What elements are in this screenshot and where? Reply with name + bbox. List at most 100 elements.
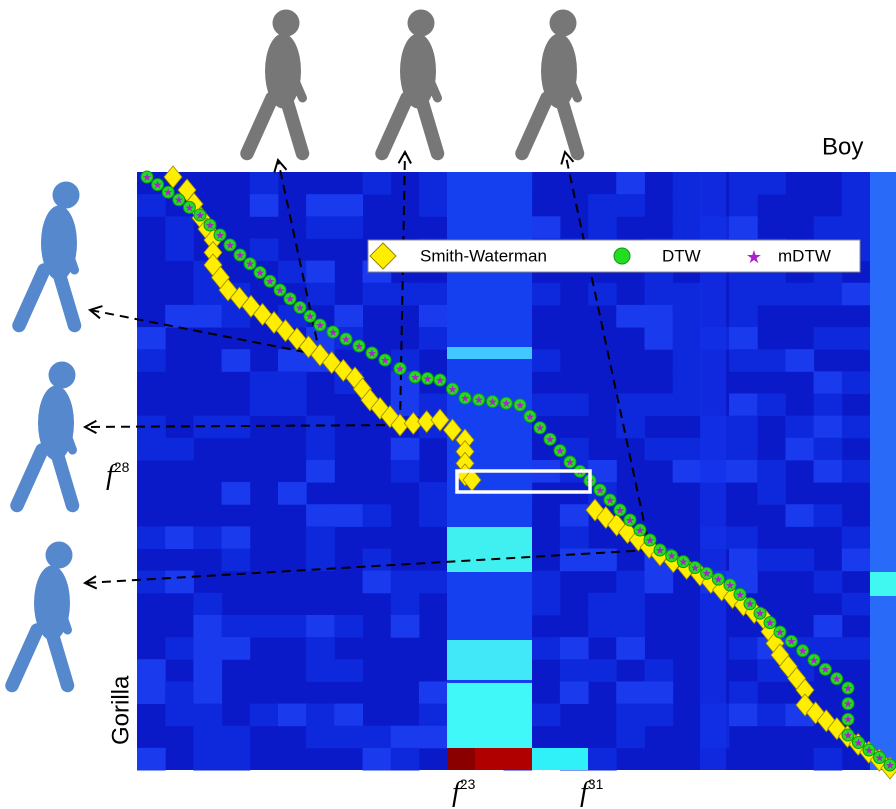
heat-cell (757, 172, 786, 195)
heat-cell (757, 393, 786, 417)
heat-cell (418, 703, 448, 727)
heat-cell (729, 437, 758, 461)
mdtw-star: ★ (713, 574, 723, 586)
heat-cell (757, 482, 786, 505)
dtw-circle (446, 382, 459, 396)
heat-cell (277, 349, 307, 372)
heat-cell (813, 327, 843, 350)
heat-cell (221, 482, 251, 505)
heat-cell (813, 282, 843, 306)
heat-cell (306, 504, 335, 527)
heat-cell (729, 393, 758, 417)
heat-cell (418, 304, 448, 328)
mdtw-star: ★ (605, 495, 615, 507)
legend-star: ★ (746, 247, 762, 267)
heat-cell (418, 504, 448, 527)
mdtw-star: ★ (525, 411, 535, 423)
mdtw-star: ★ (423, 373, 433, 385)
heat-cell (532, 748, 588, 770)
figure-arm (51, 400, 77, 455)
heat-cell (137, 327, 166, 350)
heat-cell (616, 703, 645, 727)
heat-cell (729, 349, 758, 372)
heat-cell (588, 216, 617, 239)
heat-cell (588, 282, 617, 306)
dtw-circle (830, 672, 844, 686)
mdtw-star: ★ (515, 400, 525, 412)
heat-cell (306, 282, 335, 306)
heat-cell (221, 415, 251, 439)
heat-cell (418, 725, 448, 749)
mdtw-star: ★ (820, 664, 830, 676)
dtw-circle (203, 218, 217, 232)
heat-cell (785, 437, 815, 461)
heat-cell (137, 437, 166, 461)
heat-cell (785, 349, 815, 372)
heat-cell (813, 216, 843, 239)
heat-cell (616, 304, 645, 328)
heat-cell (165, 681, 194, 705)
mdtw-star: ★ (501, 398, 511, 410)
heat-cell (729, 194, 758, 217)
figure-legs (10, 443, 80, 513)
frame-label: f31 (580, 776, 604, 809)
heat-cell (221, 548, 251, 572)
mdtw-star: ★ (765, 618, 775, 630)
heat-cell (841, 459, 871, 483)
mdtw-star: ★ (645, 535, 655, 547)
heat-cell (531, 216, 561, 239)
dtw-circle (623, 513, 637, 527)
heat-cell (137, 570, 166, 594)
heat-cell (334, 194, 364, 217)
figure-legs (240, 91, 310, 161)
heat-cell (193, 747, 223, 771)
mdtw-star: ★ (843, 730, 853, 742)
heat-cell (841, 526, 871, 550)
dtw-circle (293, 301, 307, 314)
heat-cell (306, 703, 335, 727)
heat-cell (672, 393, 702, 417)
heat-cell (390, 282, 420, 306)
heat-cell (559, 548, 589, 572)
heat-cell (137, 349, 166, 372)
arrow-line (399, 151, 406, 426)
mdtw-star: ★ (755, 608, 765, 620)
dtw-circle (408, 370, 422, 384)
mdtw-star: ★ (395, 363, 405, 375)
heat-cell (306, 194, 335, 217)
figure-body (400, 33, 436, 109)
heat-cell (841, 216, 871, 239)
mdtw-star: ★ (174, 195, 184, 207)
heat-cell (334, 304, 364, 328)
mdtw-star: ★ (690, 562, 700, 574)
dtw-circle (676, 555, 690, 569)
dtw-circle (161, 185, 175, 199)
heat-cell (785, 282, 815, 306)
dtw-circle (763, 616, 777, 630)
frame-label: f23 (452, 776, 476, 809)
heat-cell (137, 681, 166, 705)
heat-cell (841, 371, 871, 394)
dtw-circle (841, 712, 855, 726)
heat-cell (729, 327, 758, 350)
heat-cell (221, 304, 251, 328)
heat-cell (672, 172, 702, 195)
heat-cell (418, 570, 448, 594)
dtw-circle (233, 248, 247, 262)
heat-cell (334, 504, 364, 527)
heat-cell (531, 637, 561, 660)
dtw-circle (472, 393, 486, 407)
mdtw-star: ★ (380, 355, 390, 367)
dtw-circle (818, 662, 832, 676)
figure-arm (278, 48, 307, 103)
mdtw-star: ★ (341, 334, 351, 346)
dtw-circle (421, 372, 434, 385)
heat-cell (362, 172, 392, 195)
heat-cell (418, 194, 448, 217)
mdtw-star: ★ (615, 505, 625, 517)
dtw-circle (523, 409, 537, 423)
heat-cell (306, 725, 335, 749)
mdtw-star: ★ (843, 683, 853, 695)
dtw-circle (433, 373, 447, 387)
mdtw-star: ★ (255, 267, 265, 279)
